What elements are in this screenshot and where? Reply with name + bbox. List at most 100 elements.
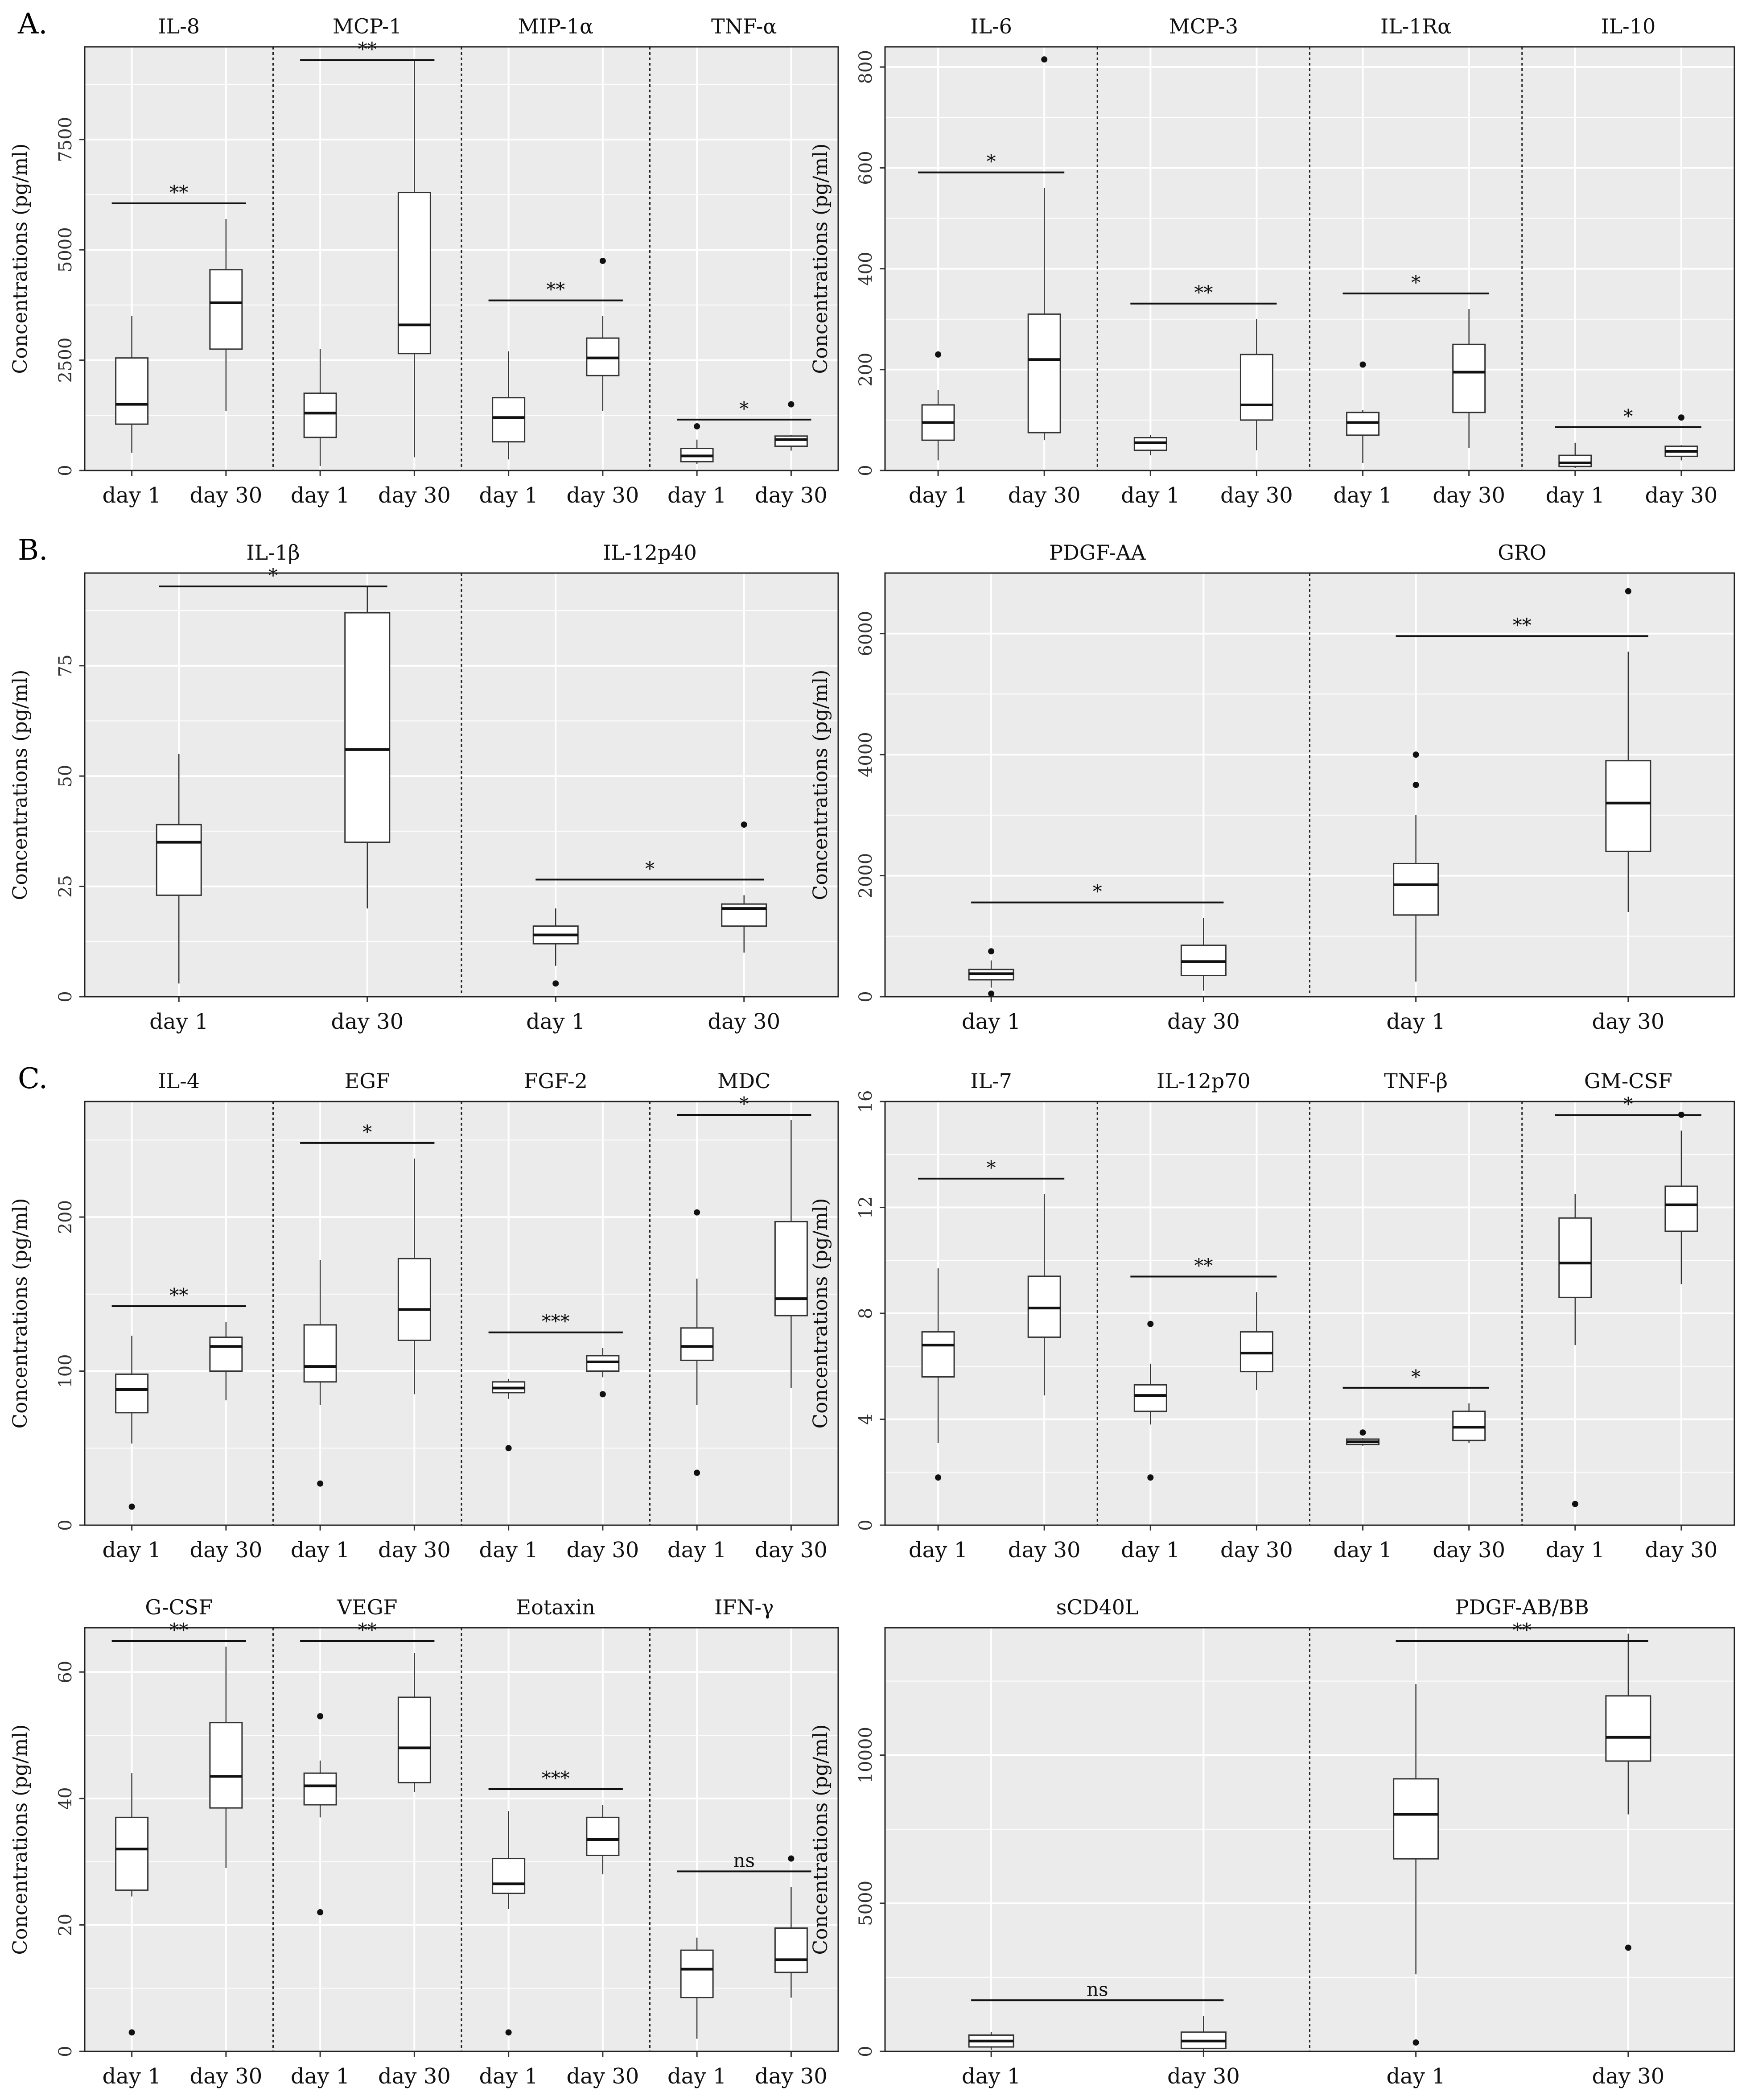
x-tick-label: day 1 [962,2064,1021,2089]
x-tick-label: day 30 [378,2064,451,2089]
x-tick-label: day 30 [1433,483,1505,508]
y-tick-label: 5000 [856,1881,876,1926]
outlier-point [988,948,995,955]
x-tick-label: day 30 [755,483,828,508]
box-il-4-day-30 [209,1322,243,1401]
facet-g-csf: G-CSF day 1 day 30 ** [102,1595,262,2089]
x-tick-label: day 1 [102,1538,161,1563]
box-pdgf-ab-bb-day-30 [1605,1634,1651,1951]
significance-label: * [268,565,278,586]
outlier-point [788,1855,795,1862]
box-iqr [774,1927,808,1973]
facet-pdgf-ab-bb: PDGF-AB/BB day 1 day 30 ** [1309,1595,1664,2089]
y-tick-label: 2000 [856,853,876,899]
y-tick-label: 200 [55,1200,76,1234]
facet-mdc: MDC day 1 day 30 * [649,1069,828,1563]
outlier-point [1412,751,1419,758]
facet-title: IL-7 [970,1069,1012,1093]
facet-title: MCP-3 [1169,14,1239,38]
plot-border [84,572,839,998]
y-tick-label: 40 [55,1787,76,1810]
significance-label: ** [358,1619,377,1641]
facet-gro: GRO day 1 day 30 ** [1309,540,1664,1034]
plot-border [884,46,1735,471]
box-gm-csf-day-1 [1558,1194,1592,1507]
significance-label: ** [358,38,377,60]
x-tick-label: day 30 [189,1538,262,1563]
box-iqr [1393,1778,1439,1860]
x-tick-label: day 30 [566,1538,639,1563]
box-iqr [492,397,526,443]
x-tick-label: day 1 [1386,2064,1445,2089]
chart-block-3: B. Concentrations (pg/ml) 0 25 50 75 IL-1β day … [9,534,839,1034]
x-tick-label: day 1 [291,2064,350,2089]
box-il-1r-day-1 [1346,361,1380,463]
x-tick-label: day 30 [566,2064,639,2089]
y-tick-label: 4 [856,1414,876,1425]
significance-label: ** [1194,1255,1213,1277]
facet-il-12p40: IL-12p40 day 1 day 30 * [461,540,780,1034]
box-mcp-1-day-30 [397,60,431,458]
outlier-point [1147,1320,1154,1327]
y-tick-label: 800 [856,50,876,84]
outlier-point [935,351,942,358]
outlier-point [788,401,795,408]
box-iqr [1605,1695,1651,1762]
facet-ifn: IFN-γ day 1 day 30 ns [649,1595,828,2089]
outlier-point [694,423,700,430]
box-iqr [115,1373,149,1414]
box-il-8-day-30 [209,219,243,411]
facet-il-12p70: IL-12p70 day 1 day 30 ** [1096,1069,1293,1563]
box-iqr [303,1772,337,1806]
facet-pdgf-aa: PDGF-AA day 1 day 30 * [962,540,1240,1034]
y-tick-label: 25 [55,875,76,898]
plot-border [884,1627,1735,2052]
box-pdgf-aa-day-1 [968,948,1014,997]
outlier-point [317,1480,324,1487]
box-il-6-day-30 [1027,56,1061,441]
box-iqr [586,1816,620,1856]
significance-label: * [1411,1366,1421,1388]
y-axis-label: Concentrations (pg/ml) [9,1725,32,1955]
chart-block-1: A. Concentrations (pg/ml) 0 2500 5000 7500 IL-… [9,8,839,508]
significance-label: * [1623,1093,1633,1115]
box-iqr [774,1221,808,1316]
outlier-point [317,1713,324,1720]
x-tick-label: day 1 [291,483,350,508]
y-tick-label: 0 [55,2046,76,2057]
x-tick-label: day 1 [479,1538,538,1563]
x-tick-label: day 1 [1546,483,1605,508]
box-tnf-day-1 [1346,1429,1380,1446]
box-eotaxin-day-30 [586,1805,620,1874]
x-tick-label: day 30 [1220,1538,1293,1563]
outlier-point [1625,1944,1631,1951]
x-tick-label: day 1 [1121,483,1180,508]
box-scd40l-day-1 [968,2032,1014,2050]
x-tick-label: day 30 [1592,1009,1664,1034]
section-label: C. [18,1062,48,1095]
box-il-12p40-day-1 [532,908,579,987]
facet-title: VEGF [337,1595,397,1619]
box-fgf-2-day-30 [586,1348,620,1398]
x-tick-label: day 1 [909,1538,968,1563]
facet-title: EGF [345,1069,390,1093]
y-axis-label: Concentrations (pg/ml) [809,144,832,374]
y-tick-label: 400 [856,252,876,285]
x-tick-label: day 1 [1546,1538,1605,1563]
facet-title: IL-12p40 [603,540,697,565]
chart-block-5: C. Concentrations (pg/ml) 0 100 200 IL-4 day 1… [9,1062,839,1563]
box-iqr [397,1258,431,1341]
box-mcp-1-day-1 [303,349,337,466]
chart-grid: A.Concentrations (pg/ml)0250050007500IL-… [9,8,1735,2089]
y-tick-label: 12 [856,1196,876,1219]
chart-block-8: Concentrations (pg/ml) 0 5000 10000 sCD40L da… [809,1595,1735,2089]
facet-title: FGF-2 [524,1069,588,1093]
facet-tnf: TNF-β day 1 day 30 * [1309,1069,1505,1563]
box-il-1r-day-30 [1452,309,1486,448]
box-iqr [115,357,149,425]
x-tick-label: day 1 [149,1009,208,1034]
facet-title: IL-4 [158,1069,200,1093]
box-iqr [1558,1217,1592,1298]
box-gro-day-1 [1393,751,1439,982]
facet-title: TNF-α [711,14,777,38]
